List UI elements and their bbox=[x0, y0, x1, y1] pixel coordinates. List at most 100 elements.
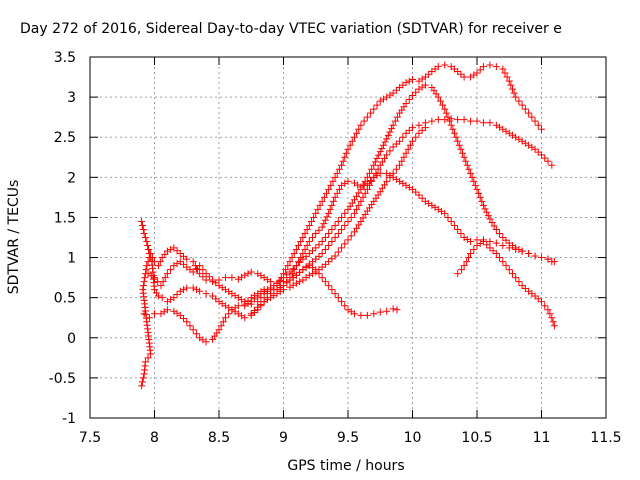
x-tick-label: 11 bbox=[533, 430, 551, 446]
data-point bbox=[400, 153, 408, 161]
data-point bbox=[404, 145, 412, 153]
data-point bbox=[361, 177, 369, 185]
data-point bbox=[338, 298, 346, 306]
data-point bbox=[415, 191, 423, 199]
data-point bbox=[359, 181, 367, 189]
data-point bbox=[260, 287, 268, 295]
data-point bbox=[334, 294, 342, 302]
data-point bbox=[454, 116, 462, 124]
data-point bbox=[144, 354, 152, 362]
data-point bbox=[192, 286, 200, 294]
data-point bbox=[372, 169, 380, 177]
data-point bbox=[186, 322, 194, 330]
data-point bbox=[441, 105, 449, 113]
data-point bbox=[344, 217, 352, 225]
data-point bbox=[301, 246, 309, 254]
data-point bbox=[167, 266, 175, 274]
data-point bbox=[339, 157, 347, 165]
data-point bbox=[389, 121, 397, 129]
data-point bbox=[502, 262, 510, 270]
data-point bbox=[225, 310, 233, 318]
y-tick-label: 1 bbox=[67, 251, 76, 267]
data-point bbox=[305, 238, 313, 246]
data-point bbox=[331, 252, 339, 260]
data-point bbox=[247, 310, 255, 318]
data-point bbox=[327, 181, 335, 189]
data-point bbox=[483, 208, 491, 216]
data-point bbox=[158, 294, 166, 302]
data-point bbox=[538, 125, 545, 133]
data-point bbox=[470, 246, 478, 254]
data-point bbox=[544, 157, 552, 165]
data-point bbox=[479, 238, 487, 246]
data-point bbox=[199, 273, 207, 281]
data-point bbox=[147, 254, 155, 262]
data-point bbox=[503, 73, 511, 81]
data-point bbox=[409, 92, 416, 100]
data-point bbox=[368, 177, 376, 185]
data-point bbox=[202, 338, 210, 346]
data-point bbox=[386, 128, 394, 136]
data-point bbox=[288, 254, 296, 262]
data-point bbox=[486, 238, 494, 246]
data-point bbox=[363, 173, 371, 181]
data-point bbox=[154, 262, 162, 270]
data-point bbox=[373, 154, 381, 162]
data-point bbox=[338, 225, 346, 233]
data-point bbox=[508, 85, 516, 93]
data-point bbox=[338, 244, 346, 252]
data-point bbox=[217, 322, 225, 330]
data-point bbox=[303, 242, 311, 250]
data-point bbox=[499, 242, 507, 250]
data-point bbox=[202, 276, 210, 284]
data-point bbox=[409, 124, 416, 132]
data-point bbox=[470, 177, 478, 185]
data-point bbox=[370, 105, 378, 113]
data-point bbox=[458, 149, 466, 157]
data-point bbox=[357, 121, 365, 129]
data-point bbox=[350, 209, 358, 217]
data-point bbox=[492, 225, 500, 233]
data-point bbox=[515, 278, 523, 286]
data-point bbox=[205, 273, 213, 281]
data-point bbox=[360, 117, 368, 125]
data-point bbox=[315, 241, 323, 249]
data-point bbox=[234, 302, 242, 310]
data-point bbox=[221, 314, 229, 322]
data-point bbox=[549, 318, 557, 326]
data-point bbox=[550, 322, 558, 330]
data-point bbox=[515, 246, 523, 254]
data-point bbox=[508, 270, 516, 278]
data-point bbox=[292, 262, 300, 270]
data-point bbox=[421, 124, 429, 132]
data-point bbox=[460, 262, 468, 270]
data-point bbox=[145, 250, 153, 258]
data-point bbox=[170, 294, 178, 302]
data-point bbox=[141, 274, 149, 282]
data-point bbox=[473, 185, 481, 193]
data-point bbox=[219, 318, 227, 326]
data-point bbox=[538, 254, 545, 262]
data-point bbox=[338, 213, 346, 221]
data-point bbox=[138, 378, 146, 386]
data-point bbox=[338, 161, 346, 169]
data-point bbox=[329, 177, 337, 185]
data-point bbox=[151, 274, 158, 282]
data-point bbox=[370, 161, 378, 169]
data-point bbox=[383, 177, 391, 185]
data-point bbox=[140, 282, 148, 290]
data-point bbox=[384, 131, 392, 139]
data-point bbox=[154, 292, 162, 300]
data-point bbox=[496, 229, 504, 237]
data-point bbox=[374, 165, 382, 173]
data-point bbox=[196, 262, 204, 270]
data-point bbox=[331, 234, 339, 241]
data-point bbox=[280, 286, 287, 294]
data-point bbox=[341, 302, 349, 310]
data-point bbox=[361, 189, 369, 197]
data-point bbox=[292, 246, 300, 254]
y-tick-label: -0.5 bbox=[49, 371, 76, 387]
data-point bbox=[138, 221, 146, 229]
data-point bbox=[478, 197, 486, 205]
data-point bbox=[446, 117, 454, 125]
